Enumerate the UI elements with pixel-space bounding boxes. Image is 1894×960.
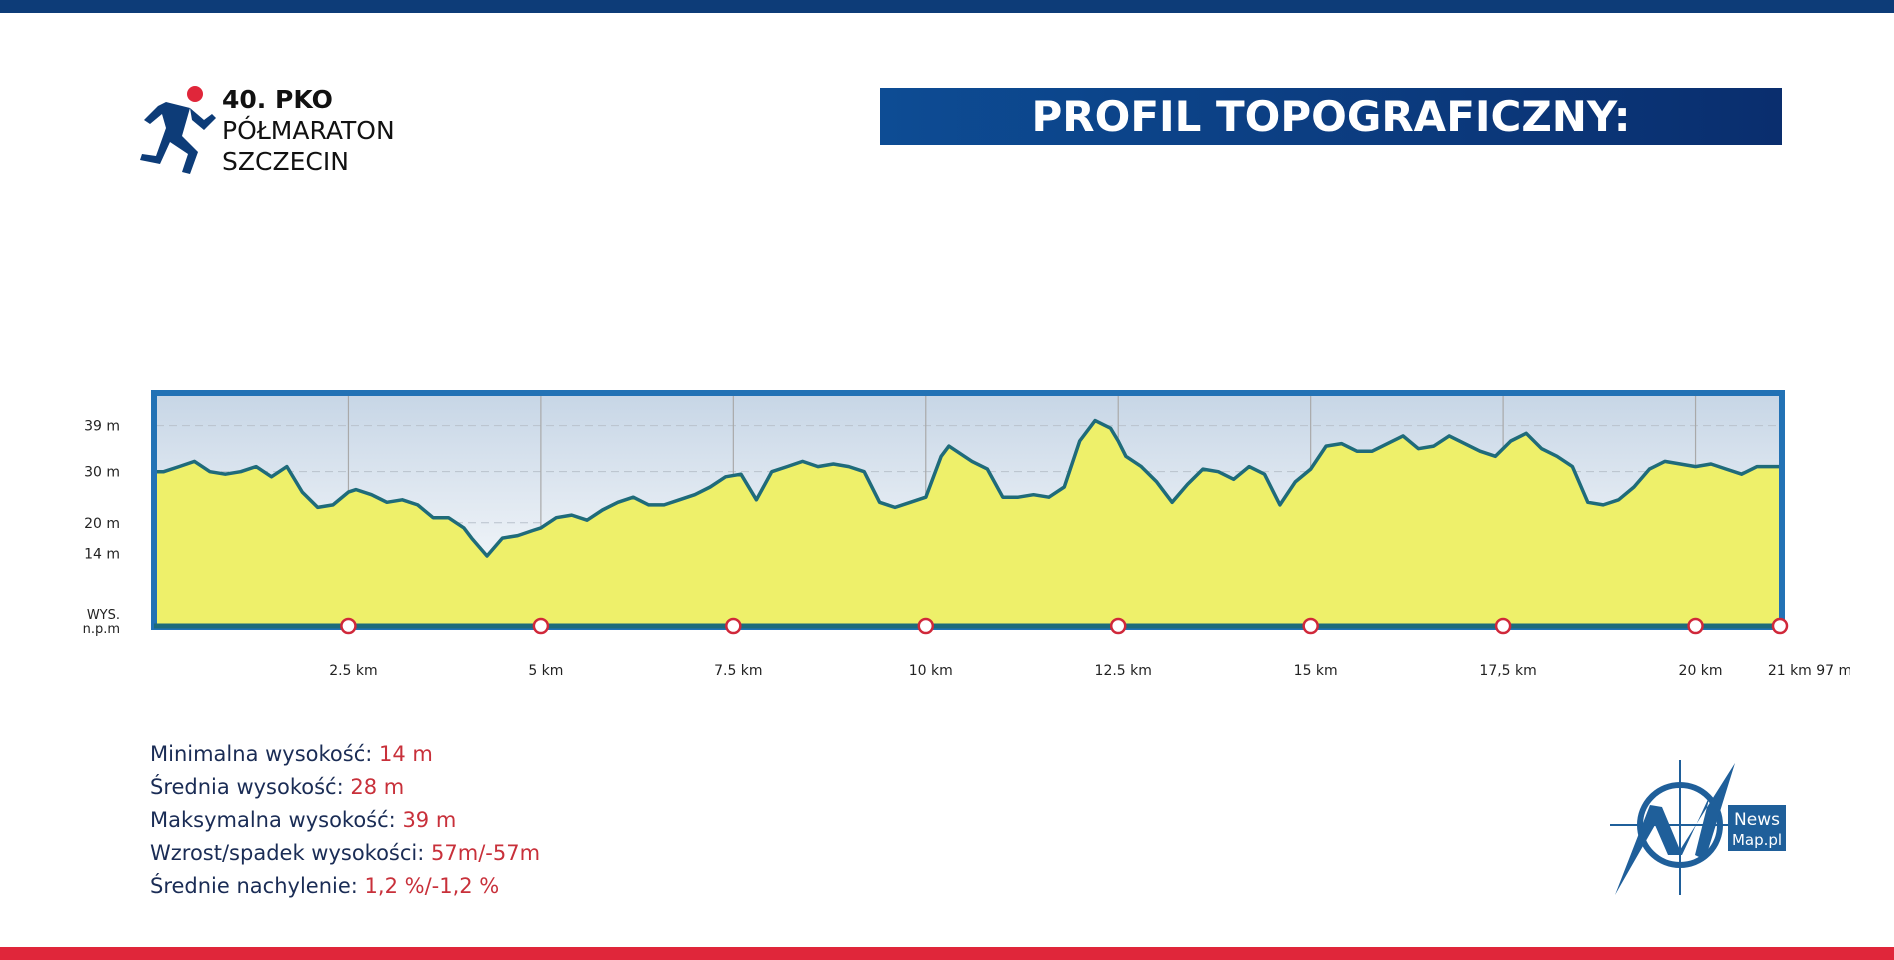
stat-row: Średnie nachylenie: 1,2 %/-1,2 % (150, 870, 540, 903)
stat-row: Średnia wysokość: 28 m (150, 771, 540, 804)
km-marker (532, 617, 550, 635)
newsmap-badge (1728, 805, 1786, 851)
stat-row: Wzrost/spadek wysokości: 57m/-57m (150, 837, 540, 870)
x-tick-label: 15 km (1294, 663, 1338, 679)
logo-line2: PÓŁMARATON (222, 116, 395, 145)
bottom-red-bar (0, 947, 1894, 960)
elevation-area (156, 420, 1780, 625)
x-tick-label: 10 km (909, 663, 953, 679)
x-tick-label: 17,5 km (1479, 663, 1536, 679)
y-tick-label: 39 m (84, 419, 120, 435)
elevation-line (156, 418, 1780, 558)
x-tick-label: 21 km 97 m (1768, 663, 1850, 679)
stat-value: 28 m (350, 775, 405, 799)
stat-label: Minimalna wysokość: (150, 742, 373, 766)
stat-label: Maksymalna wysokość: (150, 808, 396, 832)
title-regular: PÓŁMARATON (1185, 149, 1477, 198)
km-marker (1687, 617, 1704, 635)
stat-value: 1,2 %/-1,2 % (364, 874, 500, 898)
km-marker (1302, 617, 1319, 635)
y-axis-label-line2: n.p.m (83, 622, 120, 637)
page-title: PROFIL TOPOGRAFICZNY: PÓŁMARATON (880, 88, 1782, 198)
km-marker (340, 617, 357, 635)
stat-value: 14 m (379, 742, 433, 766)
stat-row: Maksymalna wysokość: 39 m (150, 804, 540, 837)
stat-label: Wzrost/spadek wysokości: (150, 841, 425, 865)
x-tick-label: 7.5 km (714, 663, 762, 679)
stat-label: Średnia wysokość: (150, 775, 344, 799)
y-tick-label: 20 m (84, 516, 120, 532)
event-logo: 40. PKO PÓŁMARATON SZCZECIN (138, 84, 428, 176)
top-blue-bar (0, 0, 1894, 13)
km-marker (1771, 617, 1789, 635)
x-tick-label: 5 km (528, 663, 563, 679)
newsmap-line1: News (1734, 810, 1780, 830)
km-marker (1494, 617, 1512, 635)
runner-icon (140, 86, 216, 174)
elevation-profile-chart: 39 m 30 m 20 m 14 m 2.5 km 5 km 7.5 km 10 km 12.… (83, 390, 1850, 679)
newsmap-logo: News Map.pl (1610, 760, 1786, 895)
title-bold: PROFIL TOPOGRAFICZNY: (1031, 92, 1631, 141)
logo-line3: SZCZECIN (222, 147, 349, 176)
x-tick-label: 2.5 km (329, 663, 377, 679)
logo-wordmark: 40. PKO PÓŁMARATON SZCZECIN (222, 84, 395, 177)
logo-line1: 40. PKO (222, 85, 333, 114)
stats-panel: Minimalna wysokość: 14 m Średnia wysokoś… (150, 738, 540, 903)
y-tick-label: 30 m (84, 465, 120, 481)
km-marker (917, 617, 935, 635)
compass-icon (1610, 760, 1735, 895)
stat-row: Minimalna wysokość: 14 m (150, 738, 540, 771)
newsmap-line2: Map.pl (1732, 831, 1782, 849)
y-tick-label: 14 m (84, 546, 120, 562)
km-marker (1109, 617, 1127, 635)
x-tick-label: 20 km (1679, 663, 1723, 679)
stat-value: 57m/-57m (431, 841, 541, 865)
stat-value: 39 m (402, 808, 457, 832)
y-axis-label-line1: WYS. (87, 608, 120, 623)
stat-label: Średnie nachylenie: (150, 874, 358, 898)
x-tick-label: 12.5 km (1095, 663, 1152, 679)
km-marker (725, 617, 742, 635)
